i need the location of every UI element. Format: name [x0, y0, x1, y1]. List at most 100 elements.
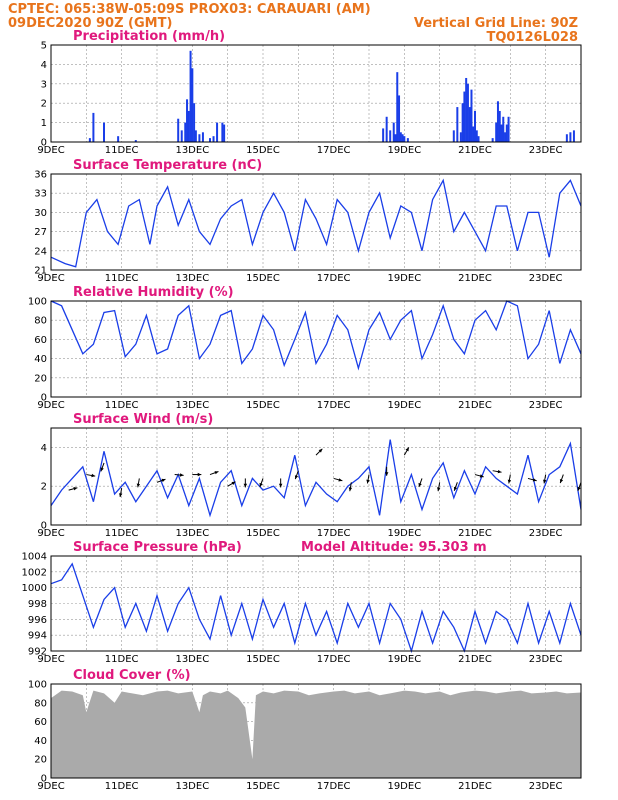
wind-vector-head — [318, 448, 323, 453]
temp-ytick: 33 — [34, 189, 47, 200]
precip-xtick: 21DEC — [458, 145, 492, 156]
precip-bar — [498, 110, 501, 142]
cloud-ytick: 40 — [34, 736, 47, 747]
wind-xtick: 21DEC — [458, 528, 492, 539]
cloud-area — [51, 690, 581, 778]
precip-bar — [401, 134, 404, 142]
wind-vector-head — [197, 472, 202, 477]
precip-bar — [502, 116, 505, 142]
precip-xtick: 15DEC — [246, 145, 280, 156]
wind-vector-head — [231, 481, 236, 485]
temp-ytick: 30 — [34, 208, 47, 219]
temp-ytick: 24 — [34, 246, 47, 257]
precip-bar — [117, 136, 120, 142]
wind-ytick: 4 — [41, 443, 47, 454]
precip-bar — [500, 124, 503, 142]
wind-xtick: 17DEC — [317, 528, 351, 539]
wind-vector-head — [161, 478, 166, 483]
precip-bar — [191, 68, 194, 142]
cloud-xtick: 17DEC — [317, 781, 351, 792]
precip-bar — [477, 136, 480, 142]
rh-ytick: 40 — [34, 354, 47, 365]
temp-xtick: 9DEC — [37, 273, 64, 284]
precip-bar — [572, 130, 575, 142]
wind-vector-head — [136, 483, 141, 488]
wind-vector-head — [243, 483, 248, 488]
rh-xtick: 17DEC — [317, 400, 351, 411]
wind-vector-head — [543, 479, 547, 484]
pres-panel: 992 994 996 998 1000 1002 1004 9DEC 11DEC 13DEC 15… — [22, 540, 582, 665]
wind-vector-head — [119, 493, 123, 497]
pres-frame — [50, 555, 582, 652]
cloud-panel: 0 20 40 60 80 100 9DEC 11DEC 13DEC 15DEC 17DEC 19DE… — [28, 668, 582, 792]
precip-bar — [468, 107, 471, 142]
wind-vector-head — [437, 487, 441, 492]
precip-bar — [396, 72, 399, 142]
precip-bar — [398, 95, 401, 142]
precip-ytick: 2 — [41, 99, 47, 110]
wind-vector-head — [532, 478, 537, 482]
header-date: 09DEC2020 90Z (GMT) — [8, 16, 172, 31]
rh-title: Relative Humidity (%) — [73, 285, 234, 300]
precip-frame — [50, 44, 582, 143]
cloud-xtick: 19DEC — [387, 781, 421, 792]
pres-ytick: 992 — [28, 647, 47, 658]
precip-bar — [461, 103, 464, 142]
temp-ytick: 21 — [34, 266, 47, 277]
precip-bar — [189, 50, 192, 142]
wind-vector-head — [259, 482, 263, 487]
rh-ytick: 0 — [41, 393, 47, 404]
precip-bar — [194, 130, 197, 142]
precip-panel: 0 1 2 3 4 5 9DEC 11DEC 13DEC 15DEC 17DEC 19DEC 21DEC… — [37, 29, 582, 156]
precip-bar — [186, 99, 189, 142]
rh-ytick: 100 — [28, 297, 47, 308]
wind-vector-head — [507, 479, 512, 484]
precip-ytick: 3 — [41, 79, 47, 90]
wind-vector-head — [577, 486, 581, 491]
rh-ytick: 60 — [34, 335, 47, 346]
precip-xtick: 11DEC — [105, 145, 139, 156]
wind-line — [50, 439, 582, 518]
wind-xtick: 23DEC — [529, 528, 563, 539]
wind-xtick: 9DEC — [37, 528, 64, 539]
wind-ytick: 2 — [41, 482, 47, 493]
rh-xtick: 13DEC — [175, 400, 209, 411]
pres-xtick: 17DEC — [317, 654, 351, 665]
wind-title: Surface Wind (m/s) — [73, 412, 213, 427]
precip-bar — [198, 134, 201, 142]
rh-ytick: 20 — [34, 373, 47, 384]
wind-xtick: 15DEC — [246, 528, 280, 539]
wind-vector-head — [91, 473, 96, 478]
precip-bar — [466, 83, 469, 142]
precip-bar — [88, 138, 91, 142]
cloud-ytick: 80 — [34, 698, 47, 709]
precip-bar — [103, 122, 105, 142]
rh-panel: 0 20 40 60 80 100 9DEC 11DEC 13DEC 15DEC 17DEC 19DE… — [28, 285, 582, 411]
pres-xtick: 11DEC — [105, 654, 139, 665]
pres-xtick: 21DEC — [458, 654, 492, 665]
precip-bar — [92, 112, 95, 142]
pres-xtick: 19DEC — [387, 654, 421, 665]
precip-bar — [216, 122, 219, 142]
cloud-xtick: 23DEC — [529, 781, 563, 792]
cloud-xtick: 21DEC — [458, 781, 492, 792]
precip-bar — [504, 132, 507, 142]
pres-line — [50, 562, 582, 654]
cloud-xtick: 15DEC — [246, 781, 280, 792]
precip-bar — [474, 110, 476, 142]
wind-vector-head — [453, 486, 458, 491]
temp-title: Surface Temperature (nC) — [73, 158, 262, 173]
precip-xtick: 19DEC — [387, 145, 421, 156]
rh-line — [50, 300, 582, 371]
precip-bar — [209, 138, 211, 142]
precip-bar — [507, 116, 510, 142]
precip-xtick: 17DEC — [317, 145, 351, 156]
precip-bar — [475, 130, 478, 142]
precip-bar — [394, 134, 397, 142]
cloud-xtick: 11DEC — [105, 781, 139, 792]
temp-ytick: 36 — [34, 170, 47, 181]
temp-ytick: 27 — [34, 227, 47, 238]
precip-bar — [184, 122, 187, 142]
rh-xtick: 19DEC — [387, 400, 421, 411]
